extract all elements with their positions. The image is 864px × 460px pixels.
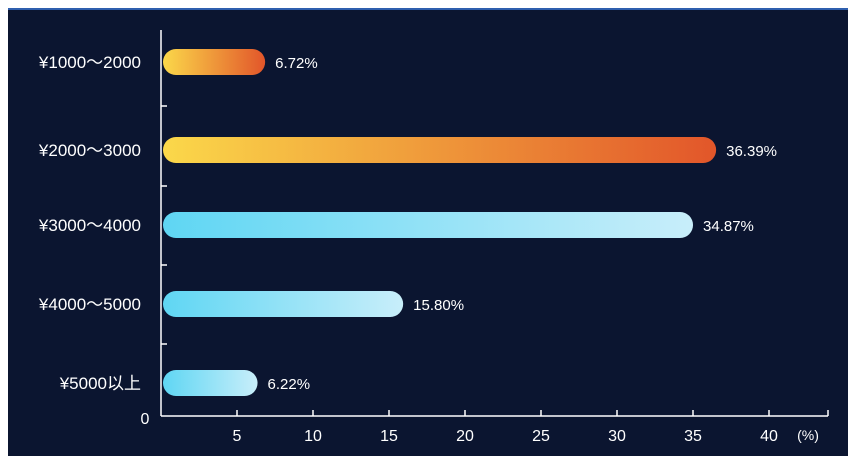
x-unit-label: (%) (797, 427, 819, 443)
x-tick-label: 25 (532, 428, 550, 445)
x-tick-label: 40 (760, 428, 778, 445)
category-label: ¥2000～3000 (38, 141, 141, 160)
x-tick-label: 10 (304, 428, 322, 445)
bar-chart: 5 10 15 20 25 30 35 40 0 (%) ¥1000～2000 6.72% ¥2000～… (38, 30, 829, 445)
bar (163, 49, 266, 75)
category-label: ¥1000～2000 (38, 53, 141, 72)
category-label: ¥4000～5000 (38, 295, 141, 314)
value-label: 36.39% (726, 143, 777, 160)
chart-panel: 5 10 15 20 25 30 35 40 0 (%) ¥1000～2000 6.72% ¥2000～… (8, 8, 848, 456)
x-tick-label: 35 (684, 428, 702, 445)
bar (163, 370, 258, 396)
bar (163, 291, 404, 317)
value-label: 6.72% (275, 55, 318, 72)
category-label: ¥3000～4000 (38, 216, 141, 235)
value-label: 15.80% (413, 297, 464, 314)
x-tick-label: 30 (608, 428, 626, 445)
origin-label: 0 (141, 411, 150, 428)
x-tick-label: 15 (380, 428, 398, 445)
category-label: ¥5000以上 (59, 374, 141, 393)
x-tick-label: 20 (456, 428, 474, 445)
value-label: 34.87% (703, 218, 754, 235)
bar (163, 137, 717, 163)
x-tick-label: 5 (233, 428, 242, 445)
value-label: 6.22% (268, 376, 311, 393)
bar (163, 212, 694, 238)
